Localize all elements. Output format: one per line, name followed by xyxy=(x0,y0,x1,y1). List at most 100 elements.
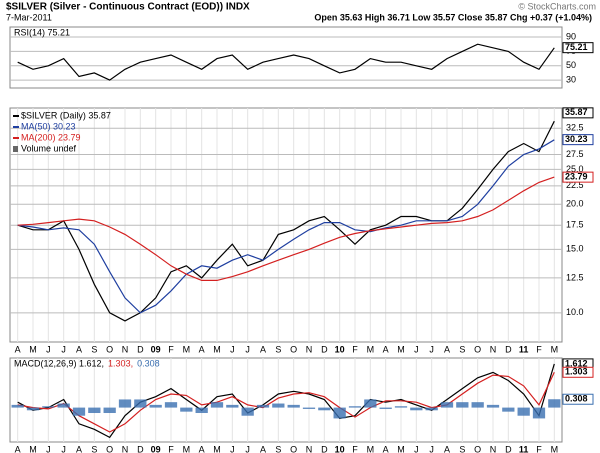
panel xyxy=(9,357,563,443)
histogram-bar xyxy=(548,399,561,408)
x-tick-label: O xyxy=(474,444,481,453)
legend-label: 0.308 xyxy=(137,358,160,368)
x-tick-label: D xyxy=(321,444,328,453)
x-tick-label: J xyxy=(61,444,66,453)
x-tick-label: O xyxy=(290,344,297,354)
y-tick-label: 25.0 xyxy=(566,164,584,174)
y-tick-label: 15.0 xyxy=(566,244,584,254)
quote: Open 35.63 High 36.71 Low 35.57 Close 35… xyxy=(314,12,592,22)
x-tick-label: M xyxy=(183,444,191,453)
histogram-bar xyxy=(210,402,224,408)
y-tick-label: 27.5 xyxy=(566,149,584,159)
histogram-bar xyxy=(57,403,70,408)
x-tick-label: M xyxy=(183,344,191,354)
x-tick-label: J xyxy=(245,344,250,354)
x-tick-label: A xyxy=(76,344,82,354)
last-value-tag xyxy=(562,393,594,405)
x-tick-label: N xyxy=(122,444,129,453)
last-value-label: 23.79 xyxy=(565,172,588,182)
x-tick-label: F xyxy=(536,444,542,453)
legend-swatch xyxy=(13,146,18,152)
x-tick-label: 10 xyxy=(335,444,345,453)
legend-label: MA(200) 23.79 xyxy=(21,132,81,142)
histogram-bar xyxy=(440,402,454,408)
x-tick-label: M xyxy=(551,344,559,354)
x-tick-label: J xyxy=(414,344,419,354)
x-tick-label: S xyxy=(275,344,281,354)
credit: © StockCharts.com xyxy=(518,1,596,11)
x-tick-label: A xyxy=(260,344,266,354)
x-tick-label: A xyxy=(444,444,450,453)
last-value-tag xyxy=(562,366,594,378)
x-tick-label: J xyxy=(61,344,66,354)
x-tick-label: 10 xyxy=(335,344,345,354)
histogram-bar xyxy=(42,406,55,408)
x-tick-label: D xyxy=(505,344,512,354)
legend-label: MACD(12,26,9) 1.612, xyxy=(14,358,104,368)
series-line xyxy=(17,372,555,433)
histogram-bar xyxy=(11,404,24,408)
y-tick-label: 90 xyxy=(566,31,576,41)
series-line xyxy=(17,363,555,439)
x-tick-label: N xyxy=(490,444,497,453)
x-tick-label: S xyxy=(91,344,97,354)
x-tick-label: O xyxy=(106,344,113,354)
x-tick-label: J xyxy=(230,444,235,453)
histogram-bar xyxy=(333,407,346,419)
x-tick-label: J xyxy=(429,444,434,453)
x-tick-label: 11 xyxy=(519,344,529,354)
legend-label: $SILVER (Daily) 35.87 xyxy=(21,110,111,120)
x-tick-label: J xyxy=(46,444,51,453)
x-tick-label: A xyxy=(383,444,389,453)
x-tick-label: O xyxy=(474,344,481,354)
histogram-bar xyxy=(241,407,254,416)
x-tick-label: F xyxy=(168,444,174,453)
x-tick-label: M xyxy=(213,444,221,453)
x-tick-label: D xyxy=(137,344,144,354)
x-tick-label: D xyxy=(321,344,328,354)
x-tick-label: N xyxy=(122,344,129,354)
histogram-bar xyxy=(302,407,316,409)
legend-label: MA(50) 30.23 xyxy=(21,121,76,131)
histogram-bar xyxy=(364,399,377,408)
histogram-bar xyxy=(318,407,331,411)
histogram-bar xyxy=(287,404,300,408)
x-tick-label: J xyxy=(230,344,235,354)
last-value-label: 1.612 xyxy=(565,358,588,368)
date: 7-Mar-2011 xyxy=(6,12,52,22)
legend-label: 1.303, xyxy=(108,358,133,368)
x-tick-label: S xyxy=(91,444,97,453)
x-tick-label: 09 xyxy=(151,444,161,453)
x-tick-label: M xyxy=(29,344,37,354)
histogram-bar xyxy=(226,404,239,408)
x-tick-label: M xyxy=(397,444,405,453)
x-tick-label: D xyxy=(137,444,144,453)
x-tick-label: D xyxy=(505,444,512,453)
x-tick-label: A xyxy=(199,344,205,354)
legend-label: Volume undef xyxy=(21,143,77,153)
y-tick-label: 10.0 xyxy=(566,307,584,317)
x-tick-label: M xyxy=(213,344,221,354)
panel xyxy=(9,26,563,89)
x-tick-label: F xyxy=(168,344,174,354)
series-line xyxy=(17,176,555,281)
x-tick-label: M xyxy=(551,444,559,453)
x-tick-label: J xyxy=(414,444,419,453)
x-tick-label: A xyxy=(260,444,266,453)
series-line xyxy=(17,139,555,314)
histogram-bar xyxy=(425,407,438,411)
x-tick-label: M xyxy=(367,444,375,453)
histogram-bar xyxy=(394,406,408,408)
series-line xyxy=(17,43,555,81)
x-tick-label: M xyxy=(397,344,405,354)
histogram-bar xyxy=(256,404,270,408)
x-tick-label: F xyxy=(352,444,358,453)
x-tick-label: A xyxy=(15,444,21,453)
x-tick-label: A xyxy=(76,444,82,453)
histogram-bar xyxy=(149,404,162,408)
histogram-bar xyxy=(456,402,469,408)
last-value-tag xyxy=(562,134,594,146)
x-tick-label: N xyxy=(490,344,497,354)
x-tick-label: 09 xyxy=(151,344,161,354)
